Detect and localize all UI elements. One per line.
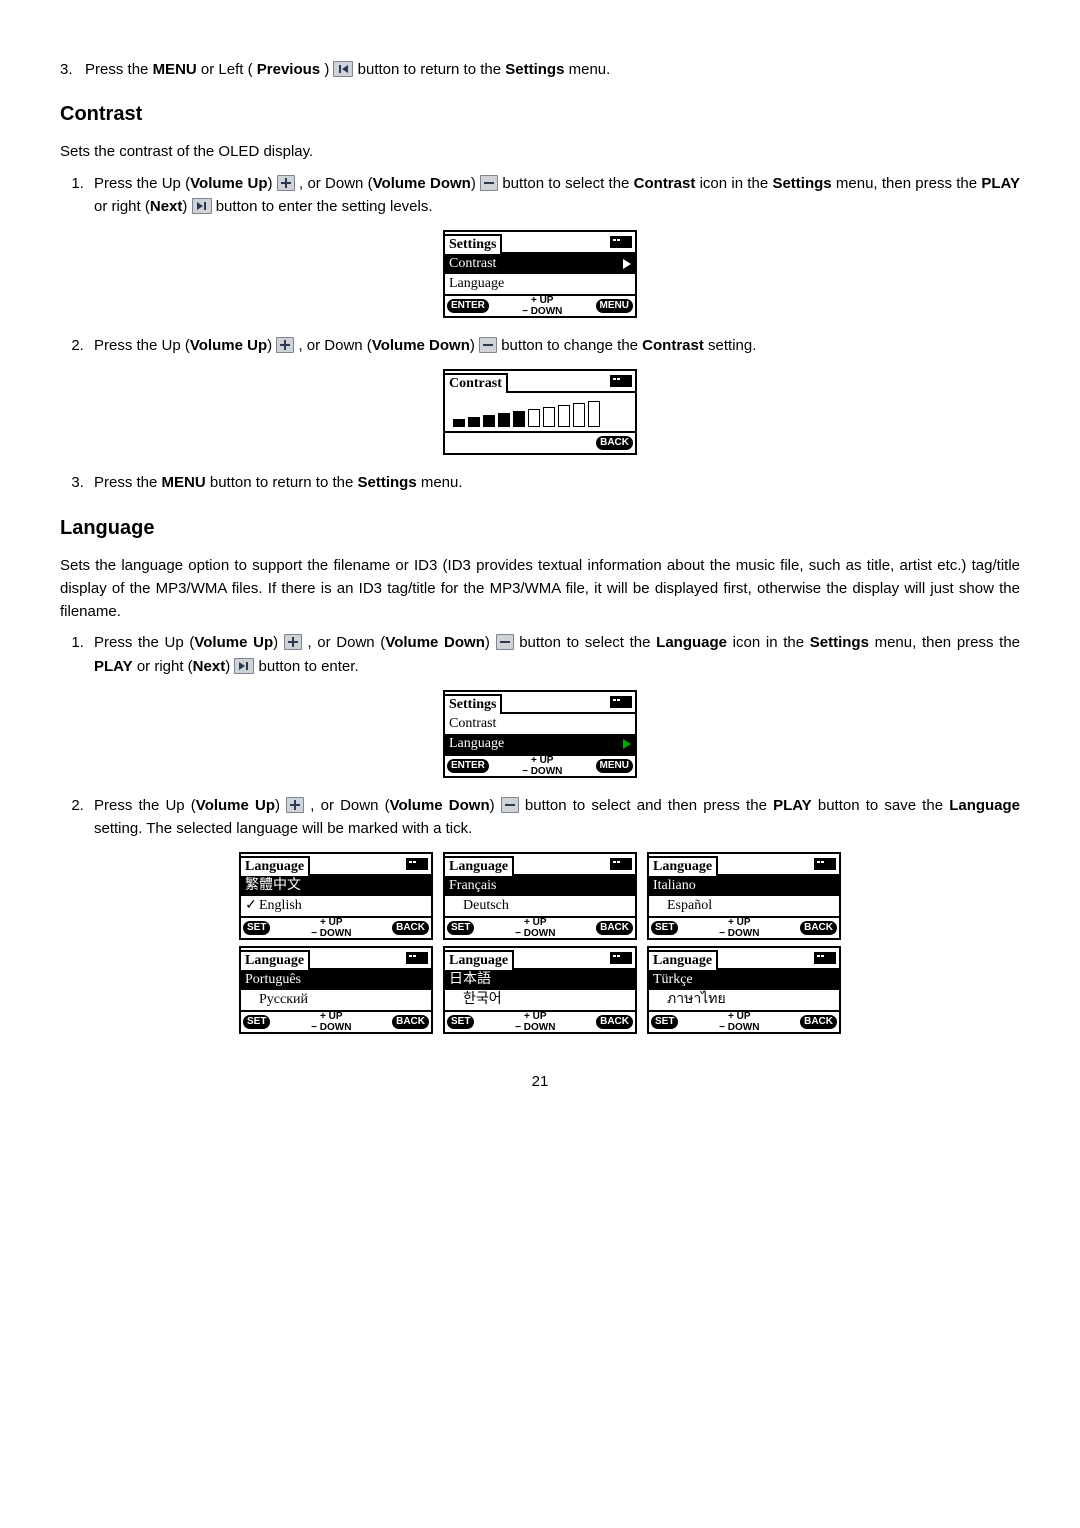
language-step2: Press the Up (Volume Up) , or Down (Volu…	[88, 794, 1020, 841]
footer-left: ENTER	[447, 759, 489, 773]
screen-title: Language	[239, 950, 310, 970]
footer-right: BACK	[800, 921, 837, 935]
row-contrast: Contrast	[445, 714, 635, 734]
row-selected: Português	[241, 970, 431, 990]
battery-icon	[610, 375, 632, 387]
footer-left: SET	[447, 921, 474, 935]
next-icon	[192, 198, 212, 214]
contrast-level-screen: Contrast BACK	[443, 369, 637, 455]
footer-left: SET	[447, 1015, 474, 1029]
battery-icon	[610, 696, 632, 708]
language-screen: LanguageTürkçeภาษาไทยSET+ UP− DOWNBACK	[647, 946, 841, 1034]
language-step1: Press the Up (Volume Up) , or Down (Volu…	[88, 631, 1020, 678]
plus-icon	[286, 797, 304, 813]
contrast-step3: Press the MENU button to return to the S…	[88, 471, 1020, 494]
contrast-desc: Sets the contrast of the OLED display.	[60, 140, 1020, 163]
footer-right: BACK	[392, 1015, 429, 1029]
screen-title: Language	[443, 950, 514, 970]
battery-icon	[610, 858, 632, 870]
battery-icon	[814, 952, 836, 964]
row-other: Español	[649, 896, 839, 916]
footer-mid: + UP − DOWN	[489, 295, 596, 317]
language-screen: LanguageFrançaisDeutschSET+ UP− DOWNBACK	[443, 852, 637, 940]
contrast-bars	[445, 393, 635, 431]
row-contrast: Contrast	[445, 254, 635, 274]
footer-left: ENTER	[447, 299, 489, 313]
row-selected: Italiano	[649, 876, 839, 896]
footer-left: SET	[651, 1015, 678, 1029]
page-number: 21	[60, 1070, 1020, 1093]
footer-left: SET	[243, 921, 270, 935]
minus-icon	[479, 337, 497, 353]
screen-title: Settings	[443, 234, 502, 254]
arrow-icon	[623, 739, 631, 749]
language-desc: Sets the language option to support the …	[60, 554, 1020, 624]
row-other: Русский	[241, 990, 431, 1010]
previous-icon	[333, 61, 353, 77]
footer-left: SET	[651, 921, 678, 935]
row-other: ✓English	[241, 896, 431, 916]
contrast-heading: Contrast	[60, 99, 1020, 130]
next-icon	[234, 658, 254, 674]
row-selected: 日本語	[445, 970, 635, 990]
screen-title: Language	[443, 856, 514, 876]
battery-icon	[610, 236, 632, 248]
battery-icon	[406, 858, 428, 870]
screen-title: Contrast	[443, 373, 508, 393]
plus-icon	[277, 175, 295, 191]
plus-icon	[284, 634, 302, 650]
row-selected: Français	[445, 876, 635, 896]
row-selected: 繁體中文	[241, 876, 431, 896]
minus-icon	[501, 797, 519, 813]
footer-mid: + UP − DOWN	[489, 755, 596, 777]
row-language: Language	[445, 734, 635, 754]
intro-step: 3. Press the MENU or Left ( Previous ) b…	[60, 58, 1020, 81]
row-other: 한국어	[445, 990, 635, 1010]
language-heading: Language	[60, 513, 1020, 544]
row-language: Language	[445, 274, 635, 294]
row-other: Deutsch	[445, 896, 635, 916]
arrow-icon	[623, 259, 631, 269]
battery-icon	[814, 858, 836, 870]
language-screens-grid: Language繁體中文✓EnglishSET+ UP− DOWNBACKLan…	[60, 852, 1020, 1034]
battery-icon	[406, 952, 428, 964]
footer-right: BACK	[392, 921, 429, 935]
contrast-step1: Press the Up (Volume Up) , or Down (Volu…	[88, 172, 1020, 219]
plus-icon	[276, 337, 294, 353]
language-screen: Language日本語한국어SET+ UP− DOWNBACK	[443, 946, 637, 1034]
battery-icon	[610, 952, 632, 964]
language-screen: LanguagePortuguêsРусскийSET+ UP− DOWNBAC…	[239, 946, 433, 1034]
screen-title: Language	[647, 856, 718, 876]
footer-right: BACK	[596, 1015, 633, 1029]
row-selected: Türkçe	[649, 970, 839, 990]
minus-icon	[480, 175, 498, 191]
footer-right: BACK	[800, 1015, 837, 1029]
footer-right: BACK	[596, 436, 633, 450]
footer-left: SET	[243, 1015, 270, 1029]
footer-right: MENU	[596, 759, 633, 773]
row-other: ภาษาไทย	[649, 990, 839, 1010]
footer-right: MENU	[596, 299, 633, 313]
footer-right: BACK	[596, 921, 633, 935]
contrast-step2: Press the Up (Volume Up) , or Down (Volu…	[88, 334, 1020, 357]
minus-icon	[496, 634, 514, 650]
screen-title: Language	[239, 856, 310, 876]
settings-contrast-screen: Settings Contrast Language ENTER + UP − …	[443, 230, 637, 318]
language-screen: LanguageItalianoEspañolSET+ UP− DOWNBACK	[647, 852, 841, 940]
settings-language-screen: Settings Contrast Language ENTER + UP − …	[443, 690, 637, 778]
language-screen: Language繁體中文✓EnglishSET+ UP− DOWNBACK	[239, 852, 433, 940]
screen-title: Settings	[443, 694, 502, 714]
screen-title: Language	[647, 950, 718, 970]
